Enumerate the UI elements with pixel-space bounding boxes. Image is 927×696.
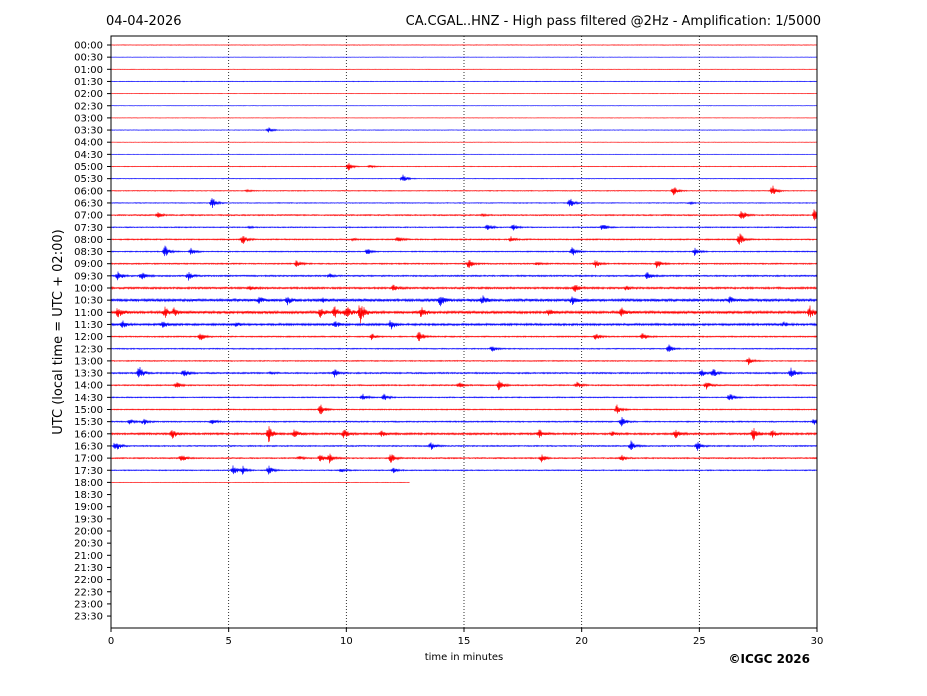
trace-0800 — [110, 233, 818, 245]
trace-1130 — [110, 320, 818, 330]
y-tick-label: 00:30 — [74, 53, 103, 64]
trace-1100 — [110, 305, 818, 324]
seismic-traces — [110, 44, 818, 483]
x-tick-label: 25 — [693, 636, 706, 647]
trace-1200 — [110, 331, 818, 342]
y-tick-label: 03:00 — [74, 113, 103, 124]
y-tick-label: 09:00 — [74, 259, 103, 270]
trace-0500 — [110, 162, 818, 171]
y-tick-label: 08:00 — [74, 235, 103, 246]
y-tick-label: 15:30 — [74, 417, 103, 428]
y-tick-label: 02:30 — [74, 101, 103, 112]
y-tick-label: 11:00 — [74, 308, 103, 319]
y-tick-label: 15:00 — [74, 405, 103, 416]
copyright-label: ©ICGC 2026 — [728, 652, 810, 666]
y-tick-label: 12:00 — [74, 332, 103, 343]
y-tick-label: 19:30 — [74, 514, 103, 525]
trace-0730 — [110, 224, 818, 231]
y-tick-label: 22:00 — [74, 575, 103, 586]
y-tick-label: 03:30 — [74, 126, 103, 137]
y-tick-label: 01:30 — [74, 77, 103, 88]
y-tick-label: 18:30 — [74, 490, 103, 501]
y-tick-label: 14:00 — [74, 381, 103, 392]
y-tick-label: 07:00 — [74, 211, 103, 222]
trace-1600 — [110, 426, 818, 443]
x-tick-label: 30 — [811, 636, 824, 647]
trace-0930 — [110, 271, 818, 281]
trace-1530 — [110, 416, 818, 427]
y-tick-label: 17:30 — [74, 466, 103, 477]
y-tick-label: 08:30 — [74, 247, 103, 258]
y-tick-label: 14:30 — [74, 393, 103, 404]
x-axis-label: time in minutes — [425, 652, 504, 663]
y-tick-label: 13:00 — [74, 356, 103, 367]
trace-1330 — [110, 367, 818, 378]
trace-1430 — [110, 393, 818, 401]
y-tick-label: 20:30 — [74, 539, 103, 550]
vertical-gridlines — [228, 36, 700, 628]
y-tick-label: 04:00 — [74, 138, 103, 149]
y-tick-label: 19:00 — [74, 502, 103, 513]
trace-0900 — [110, 260, 818, 269]
x-tick-label: 20 — [575, 636, 588, 647]
trace-0700 — [110, 209, 818, 221]
chart-title: CA.CGAL..HNZ - High pass filtered @2Hz -… — [406, 14, 821, 29]
y-tick-label: 06:00 — [74, 186, 103, 197]
trace-1000 — [110, 284, 818, 292]
y-tick-label: 10:30 — [74, 296, 103, 307]
x-tick-label: 0 — [108, 636, 114, 647]
y-tick-label: 21:00 — [74, 551, 103, 562]
y-tick-label: 11:30 — [74, 320, 103, 331]
trace-0330 — [110, 127, 818, 133]
y-tick-label: 00:00 — [74, 41, 103, 52]
y-tick-label: 13:30 — [74, 369, 103, 380]
x-tick-label: 10 — [340, 636, 353, 647]
y-tick-label: 23:30 — [74, 612, 103, 623]
y-tick-label: 12:30 — [74, 344, 103, 355]
y-tick-label: 23:00 — [74, 599, 103, 610]
trace-0630 — [110, 198, 818, 209]
trace-0600 — [110, 185, 818, 196]
trace-1400 — [110, 380, 818, 391]
trace-0830 — [110, 245, 818, 257]
trace-0130 — [110, 80, 818, 83]
y-tick-label: 16:00 — [74, 429, 103, 440]
trace-1630 — [110, 440, 818, 451]
trace-0000 — [110, 44, 818, 46]
y-tick-label: 20:00 — [74, 527, 103, 538]
y-tick-label: 07:30 — [74, 223, 103, 234]
y-tick-label: 17:00 — [74, 454, 103, 465]
y-tick-label: 05:00 — [74, 162, 103, 173]
y-tick-label: 10:00 — [74, 284, 103, 295]
y-tick-label: 09:30 — [74, 271, 103, 282]
y-tick-label: 21:30 — [74, 563, 103, 574]
trace-1300 — [110, 357, 818, 366]
x-tick-label: 5 — [225, 636, 231, 647]
y-tick-label: 22:30 — [74, 587, 103, 598]
y-tick-label: 05:30 — [74, 174, 103, 185]
trace-0530 — [110, 174, 818, 181]
y-tick-label: 04:30 — [74, 150, 103, 161]
trace-1700 — [110, 453, 818, 464]
y-axis-label: UTC (local time = UTC + 02:00) — [51, 229, 66, 434]
trace-1730 — [110, 465, 818, 475]
y-tick-label: 06:30 — [74, 198, 103, 209]
plot-frame — [110, 35, 818, 629]
trace-1500 — [110, 404, 818, 415]
y-tick-label: 02:00 — [74, 89, 103, 100]
y-tick-label: 16:30 — [74, 441, 103, 452]
trace-1230 — [110, 344, 818, 352]
x-tick-label: 15 — [458, 636, 471, 647]
date-label: 04-04-2026 — [106, 14, 182, 29]
y-tick-label: 18:00 — [74, 478, 103, 489]
x-axis-ticks: 0 5 10 15 20 25 30 — [108, 628, 824, 647]
trace-1030 — [110, 295, 818, 307]
y-tick-label: 01:00 — [74, 65, 103, 76]
